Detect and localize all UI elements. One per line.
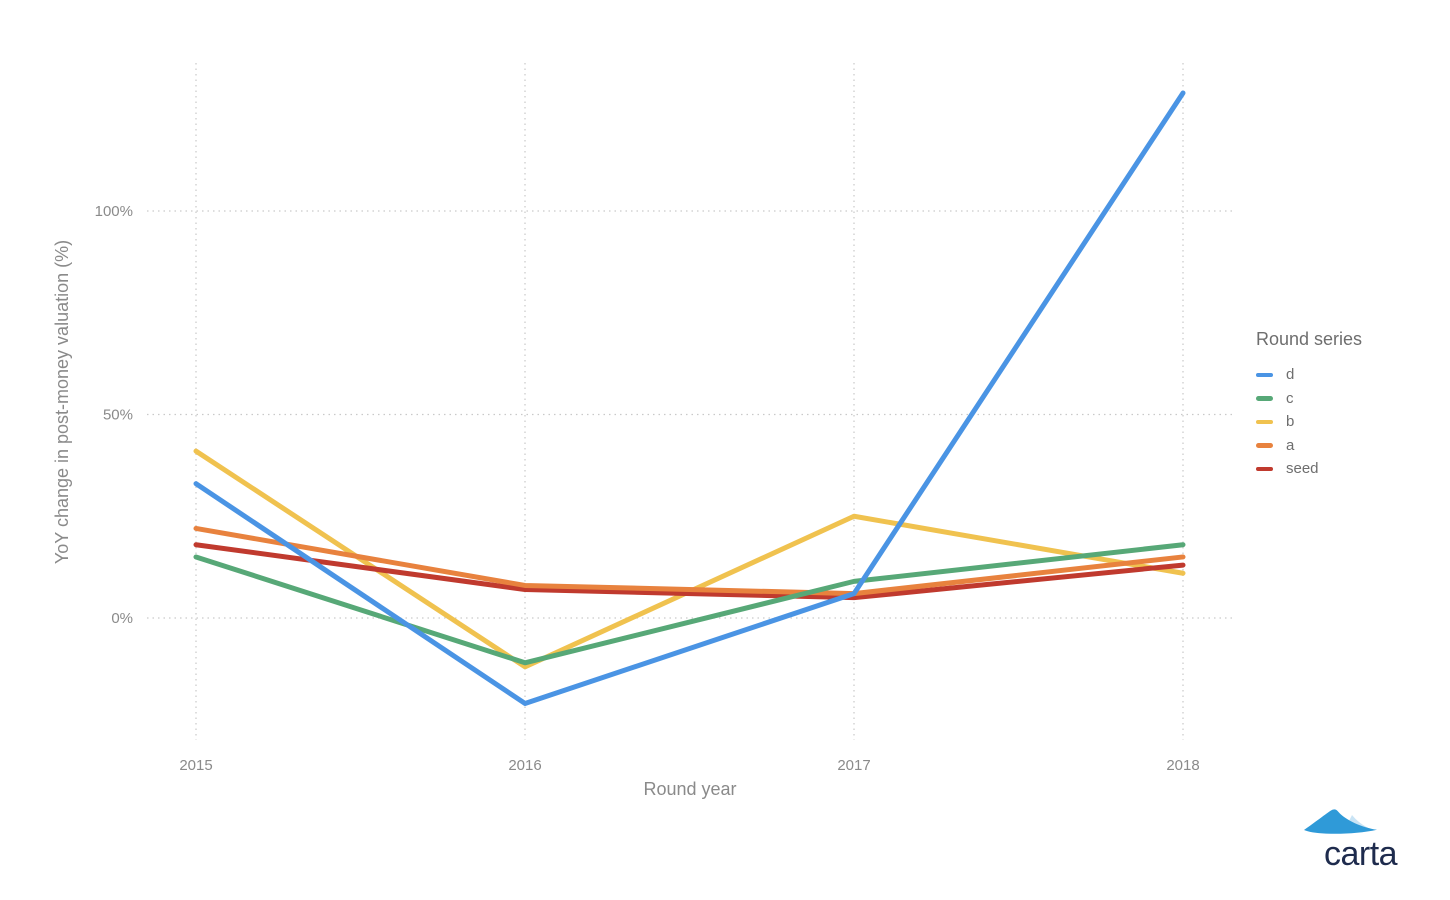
legend-label-d: d bbox=[1286, 366, 1295, 384]
y-tick-label-50: 50% bbox=[103, 407, 133, 424]
legend-item-d: d bbox=[1256, 363, 1362, 387]
legend-swatch-c bbox=[1256, 396, 1273, 401]
legend-swatch-seed bbox=[1256, 466, 1273, 471]
series-line-d bbox=[193, 90, 1186, 706]
x-tick-label-2015: 2015 bbox=[179, 757, 212, 774]
legend-item-b: b bbox=[1256, 410, 1362, 434]
legend-label-seed: seed bbox=[1286, 460, 1319, 478]
series-line-a bbox=[193, 525, 1186, 597]
logo-wordmark: carta bbox=[1324, 835, 1398, 873]
x-axis-title: Round year bbox=[643, 779, 736, 799]
legend-swatch-d bbox=[1256, 372, 1273, 377]
x-tick-label-2016: 2016 bbox=[508, 757, 541, 774]
logo-mountain-icon bbox=[1304, 809, 1377, 834]
x-tick-label-2017: 2017 bbox=[837, 757, 870, 774]
y-tick-label-100: 100% bbox=[95, 203, 133, 220]
x-tick-label-2018: 2018 bbox=[1166, 757, 1199, 774]
carta-logo: carta bbox=[1304, 809, 1398, 873]
legend-rows: d c b a seed bbox=[1256, 363, 1362, 481]
legend-label-a: a bbox=[1286, 436, 1295, 454]
legend-item-seed: seed bbox=[1256, 457, 1362, 481]
series-line-seed bbox=[193, 542, 1186, 601]
legend: Round series d c b a seed bbox=[1256, 329, 1362, 481]
series-line-c bbox=[193, 542, 1186, 666]
y-axis-title: YoY change in post-money valuation (%) bbox=[52, 240, 72, 564]
y-tick-label-0: 0% bbox=[111, 610, 133, 627]
legend-item-c: c bbox=[1256, 387, 1362, 411]
legend-item-a: a bbox=[1256, 434, 1362, 458]
legend-label-c: c bbox=[1286, 389, 1294, 407]
legend-label-b: b bbox=[1286, 413, 1295, 431]
legend-swatch-a bbox=[1256, 443, 1273, 448]
legend-swatch-b bbox=[1256, 419, 1273, 424]
legend-title: Round series bbox=[1256, 329, 1363, 349]
